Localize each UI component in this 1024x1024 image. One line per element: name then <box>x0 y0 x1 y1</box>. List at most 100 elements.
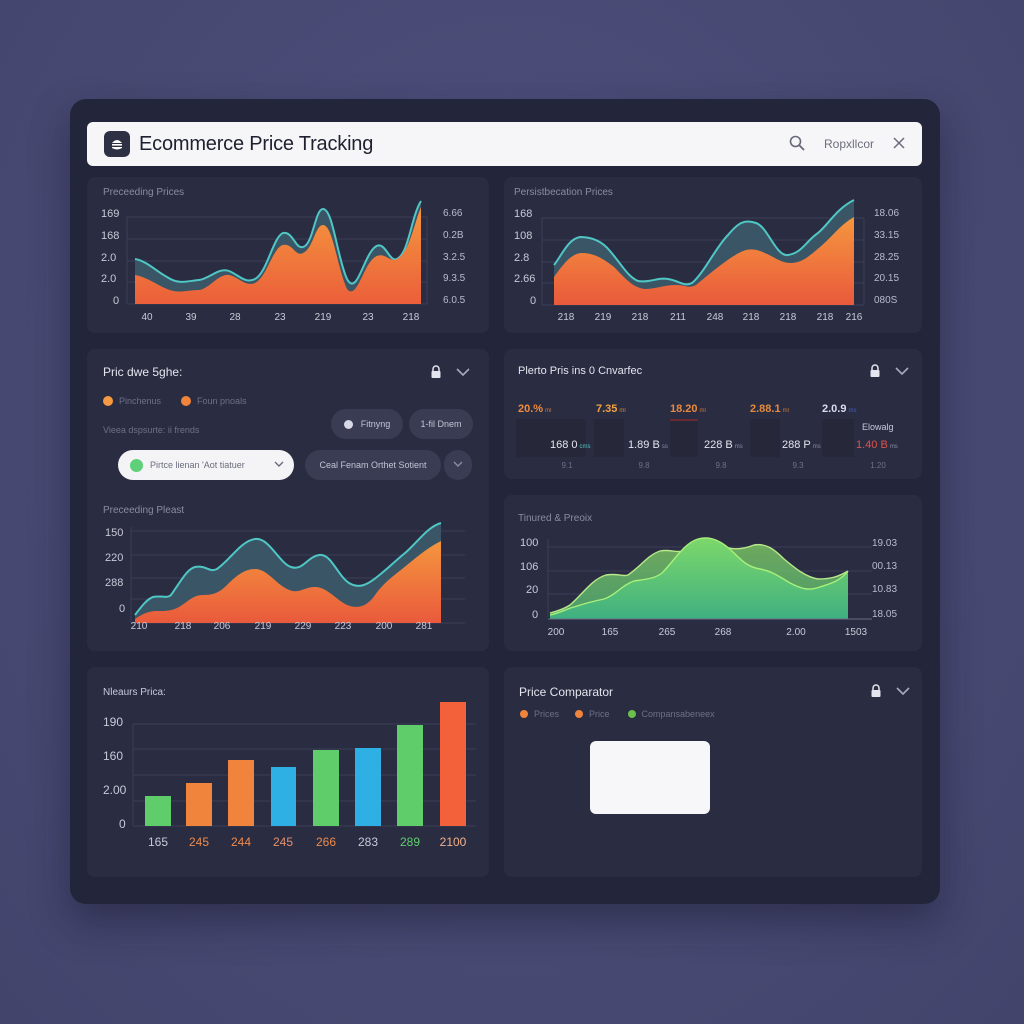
x-tick: 229 <box>294 621 312 632</box>
x-tick: 248 <box>706 312 724 323</box>
area-chart <box>541 199 865 306</box>
bar-chart <box>132 702 476 827</box>
y-tick: 150 <box>105 527 124 539</box>
legend: Prices Price Compansabeneex <box>520 709 715 719</box>
y-right-tick: 0.2B <box>443 230 464 241</box>
y-right-tick: 00.13 <box>872 561 898 572</box>
y-tick: 100 <box>520 537 539 549</box>
filter-button[interactable]: Fitnyng <box>331 409 403 439</box>
persistence-prices-panel: Persistbecation Prices 168 108 2.8 2.66 … <box>504 177 922 333</box>
chevron-down-icon <box>274 460 284 470</box>
legend-label: Prices <box>534 709 560 719</box>
close-icon[interactable] <box>892 136 908 152</box>
price-card[interactable] <box>590 741 710 814</box>
y-right-tick: 28.25 <box>874 252 900 263</box>
lock-icon[interactable] <box>870 684 882 698</box>
x-tick: 218 <box>557 312 575 323</box>
x-tick: 165 <box>147 835 169 849</box>
x-tick: 265 <box>658 627 676 638</box>
stat-top-value: 20.% ml <box>518 403 552 415</box>
chevron-down-icon[interactable] <box>895 366 909 376</box>
stat-bottom-value: 9.1 <box>561 461 573 470</box>
x-tick: 200 <box>375 621 393 632</box>
x-tick: 218 <box>816 312 834 323</box>
y-right-tick: 20.15 <box>874 273 900 284</box>
y-tick: 0 <box>532 609 539 621</box>
y-right-tick: 18.06 <box>874 208 900 219</box>
panel-heading: Price Comparator <box>519 685 614 699</box>
secondary-select-chevron[interactable] <box>444 450 472 480</box>
x-tick: 206 <box>213 621 231 632</box>
stat-block <box>750 419 780 457</box>
legend-label: Pinchenus <box>119 396 162 406</box>
y-tick: 0 <box>530 295 537 307</box>
y-right-tick: 9.3.5 <box>443 273 466 284</box>
legend-label: Foun pnoals <box>197 396 247 406</box>
status-indicator <box>130 458 143 472</box>
area-chart <box>126 200 428 305</box>
lock-icon[interactable] <box>869 364 881 378</box>
filter-dot-icon <box>343 419 353 429</box>
stat-block <box>594 419 624 457</box>
y-tick: 106 <box>520 561 539 573</box>
y-right-tick: 33.15 <box>874 230 900 241</box>
legend-dot <box>103 396 113 406</box>
x-tick: 218 <box>402 312 420 323</box>
y-tick: 169 <box>101 208 120 220</box>
bar <box>397 725 423 826</box>
x-tick: 218 <box>779 312 797 323</box>
y-tick: 0 <box>119 817 126 831</box>
date-filter-label: 1-fil Dnem <box>420 419 462 429</box>
legend-dot <box>627 710 636 718</box>
app-logo-icon <box>104 131 130 157</box>
y-tick: 20 <box>526 584 539 596</box>
area-chart <box>130 522 465 624</box>
price-comparison-panel: Price Comparator Prices Price Compansabe… <box>504 667 922 877</box>
chevron-down-icon[interactable] <box>896 686 910 696</box>
panel-heading: Plerto Pris ins 0 Cnvarfec <box>518 365 643 377</box>
panel-title: Nleaurs Prica: <box>103 687 166 698</box>
lock-icon[interactable] <box>430 365 442 379</box>
x-tick: 2100 <box>439 835 467 849</box>
filter-button-label: Fitnyng <box>360 419 391 429</box>
x-tick: 268 <box>714 627 732 638</box>
stat-mid-value: 168 0 cms <box>550 439 591 451</box>
date-filter-button[interactable]: 1-fil Dnem <box>409 409 473 439</box>
y-tick: 220 <box>105 552 124 564</box>
y-tick: 2.66 <box>514 273 536 285</box>
x-tick: 223 <box>334 621 352 632</box>
toolbar-label[interactable]: Ropxllcor <box>823 137 874 151</box>
x-tick: 40 <box>141 312 153 323</box>
y-tick: 168 <box>514 208 533 220</box>
x-tick: 266 <box>315 835 337 849</box>
y-tick: 2.0 <box>101 252 117 264</box>
y-tick: 108 <box>514 230 533 242</box>
bar-chart-panel: Nleaurs Prica: 190 160 2.00 0 165 245 24… <box>87 667 489 877</box>
y-right-tick: 19.03 <box>872 538 898 549</box>
stat-top-value: 2.88.1 ml <box>750 403 789 415</box>
bar <box>271 767 296 826</box>
stat-bottom-value: 9.8 <box>715 461 727 470</box>
secondary-select[interactable]: Ceal Fenam Orthet Sotient <box>305 450 441 480</box>
chevron-down-icon[interactable] <box>456 367 470 377</box>
x-tick: 281 <box>415 621 433 632</box>
preceding-prices-panel: Preceeding Prices 169 168 2.0 2.0 0 6.66… <box>87 177 489 333</box>
panel-subtitle: Vieea dspsurte: ii frends <box>103 425 200 435</box>
y-right-tick: 6.66 <box>443 208 463 219</box>
y-right-tick: 10.83 <box>872 584 898 595</box>
stat-bottom-value: 1.20 <box>870 461 886 470</box>
primary-select[interactable]: Pirtce lienan 'Aot tiatuer <box>118 450 294 480</box>
x-tick: 244 <box>230 835 252 849</box>
y-tick: 168 <box>101 230 120 242</box>
legend-dot <box>520 710 528 718</box>
y-tick: 2.8 <box>514 252 530 264</box>
panel-title: Persistbecation Prices <box>514 187 613 198</box>
stat-top-value: 18.20 ml <box>670 403 706 415</box>
x-tick: 289 <box>399 835 421 849</box>
panel-title: Preceeding Prices <box>103 187 185 198</box>
search-icon[interactable] <box>788 134 808 154</box>
